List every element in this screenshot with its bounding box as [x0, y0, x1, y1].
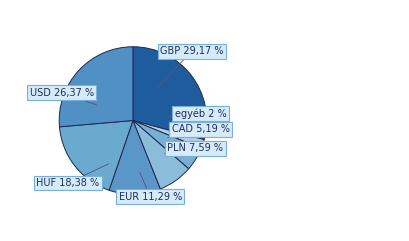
Text: CAD 5,19 %: CAD 5,19 %	[168, 124, 229, 138]
Wedge shape	[133, 120, 189, 189]
Text: GBP 29,17 %: GBP 29,17 %	[157, 46, 224, 87]
Text: egyéb 2 %: egyéb 2 %	[166, 108, 227, 119]
Wedge shape	[133, 47, 207, 140]
Wedge shape	[133, 120, 204, 148]
Wedge shape	[133, 120, 201, 169]
Wedge shape	[59, 120, 133, 190]
Text: EUR 11,29 %: EUR 11,29 %	[119, 173, 182, 202]
Wedge shape	[59, 47, 133, 127]
Text: USD 26,37 %: USD 26,37 %	[30, 88, 97, 105]
Wedge shape	[109, 120, 160, 194]
Text: PLN 7,59 %: PLN 7,59 %	[164, 143, 223, 154]
Text: HUF 18,38 %: HUF 18,38 %	[36, 164, 109, 188]
